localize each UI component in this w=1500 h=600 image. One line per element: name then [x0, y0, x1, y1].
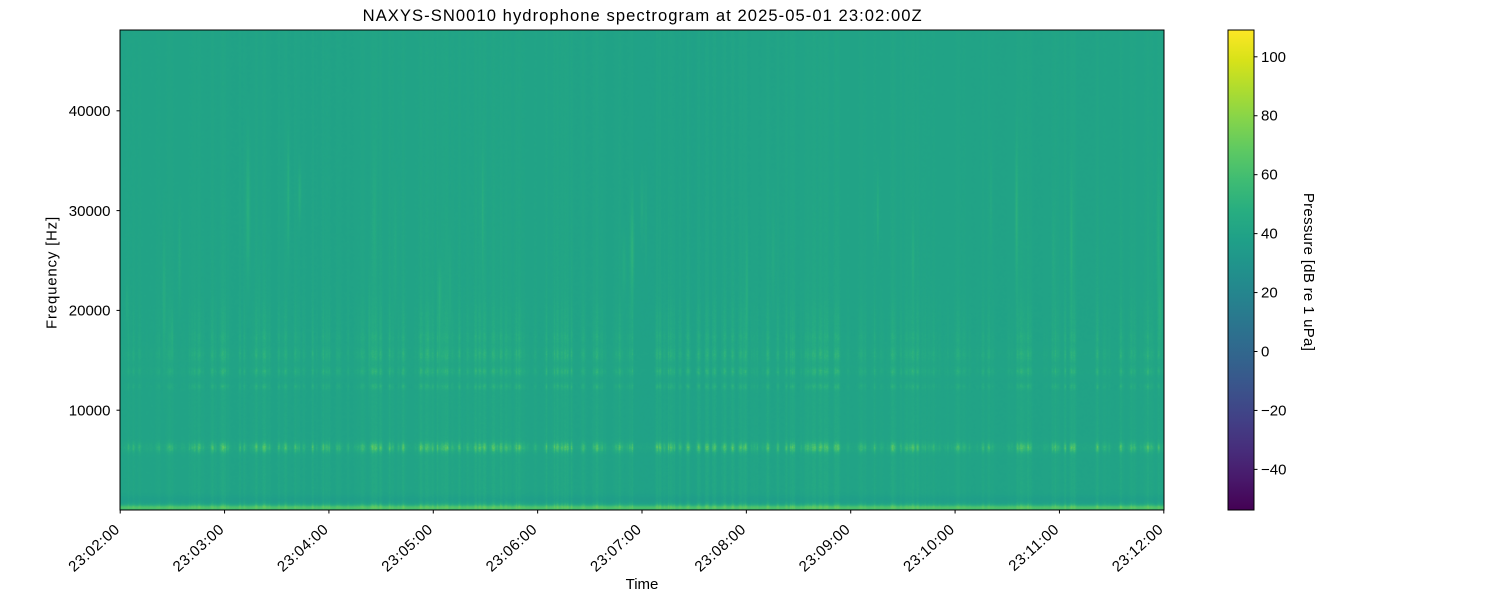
svg-text:30000: 30000: [69, 203, 111, 220]
svg-text:10000: 10000: [69, 402, 111, 419]
svg-text:−40: −40: [1261, 461, 1286, 478]
svg-text:23:10:00: 23:10:00: [900, 521, 958, 576]
svg-text:60: 60: [1261, 167, 1278, 184]
svg-text:23:06:00: 23:06:00: [483, 521, 541, 576]
svg-text:20: 20: [1261, 285, 1278, 302]
svg-text:23:02:00: 23:02:00: [65, 521, 123, 576]
svg-text:23:11:00: 23:11:00: [1005, 521, 1062, 575]
svg-text:23:07:00: 23:07:00: [587, 521, 645, 576]
svg-text:23:12:00: 23:12:00: [1109, 521, 1167, 576]
svg-text:23:03:00: 23:03:00: [170, 521, 228, 576]
svg-text:100: 100: [1261, 49, 1286, 66]
svg-text:Pressure [dB re 1 uPa]: Pressure [dB re 1 uPa]: [1300, 193, 1317, 351]
svg-text:80: 80: [1261, 108, 1278, 125]
svg-text:Time: Time: [626, 576, 659, 593]
svg-text:23:04:00: 23:04:00: [274, 521, 332, 576]
svg-text:40000: 40000: [69, 103, 111, 120]
svg-text:23:05:00: 23:05:00: [378, 521, 436, 576]
svg-text:23:08:00: 23:08:00: [691, 521, 749, 576]
svg-text:40: 40: [1261, 226, 1278, 243]
svg-text:0: 0: [1261, 344, 1269, 361]
svg-text:23:09:00: 23:09:00: [796, 521, 854, 576]
svg-text:NAXYS-SN0010 hydrophone spectr: NAXYS-SN0010 hydrophone spectrogram at 2…: [363, 6, 923, 25]
svg-text:Frequency [Hz]: Frequency [Hz]: [44, 216, 61, 329]
svg-text:−20: −20: [1261, 402, 1286, 419]
svg-text:20000: 20000: [69, 303, 111, 320]
